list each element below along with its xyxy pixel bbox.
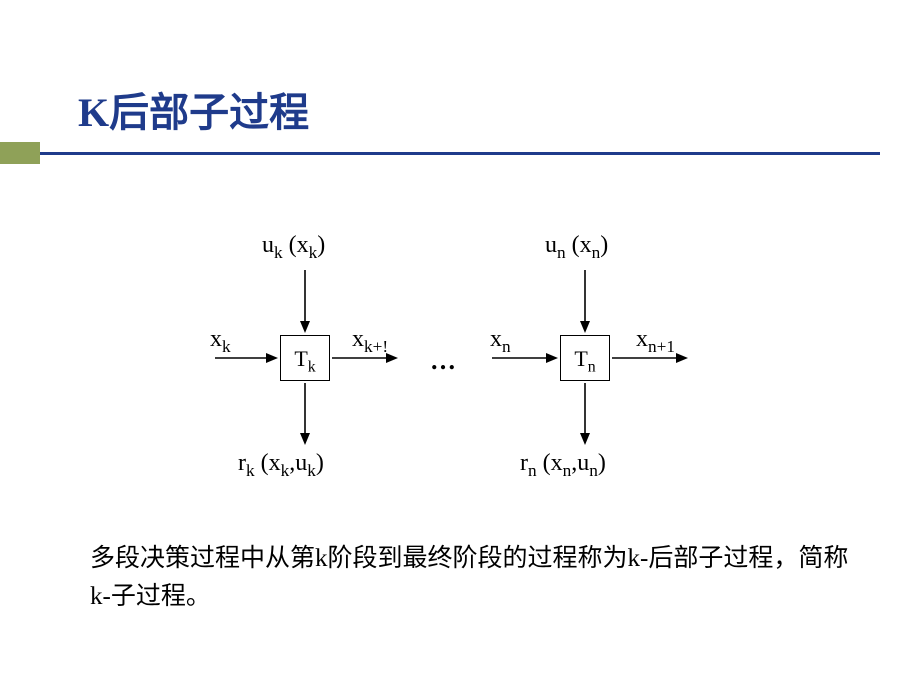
description-text: 多段决策过程中从第k阶段到最终阶段的过程称为k-后部子过程，简称k-子过程。 xyxy=(90,540,850,615)
ellipsis: … xyxy=(430,346,456,376)
